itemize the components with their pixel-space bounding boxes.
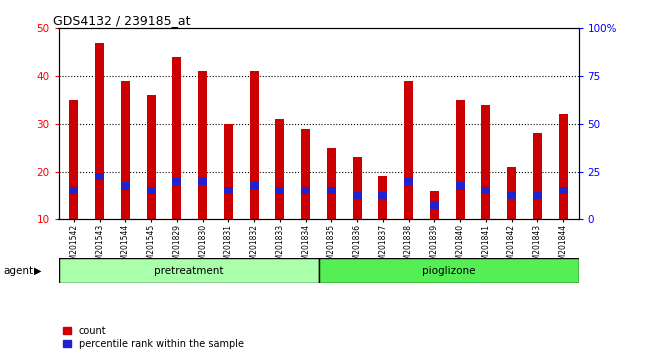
Bar: [250, 182, 259, 190]
Bar: [224, 124, 233, 219]
Bar: [507, 192, 516, 199]
Bar: [276, 187, 285, 194]
Bar: [533, 192, 542, 199]
Bar: [70, 100, 79, 219]
Bar: [430, 201, 439, 209]
Bar: [327, 148, 336, 219]
Bar: [301, 129, 310, 219]
Bar: [456, 182, 465, 190]
Bar: [301, 187, 310, 194]
Bar: [533, 133, 542, 219]
Text: pioglizone: pioglizone: [422, 266, 475, 276]
Bar: [507, 167, 516, 219]
Bar: [224, 187, 233, 194]
Bar: [198, 178, 207, 185]
Text: ▶: ▶: [34, 266, 42, 276]
Bar: [378, 192, 387, 199]
Bar: [147, 187, 156, 194]
Bar: [172, 178, 181, 185]
Text: agent: agent: [3, 266, 33, 276]
Bar: [70, 187, 79, 194]
Bar: [558, 114, 567, 219]
Bar: [404, 81, 413, 219]
Bar: [327, 187, 336, 194]
Bar: [430, 191, 439, 219]
Bar: [404, 178, 413, 185]
Bar: [481, 105, 490, 219]
Bar: [198, 72, 207, 219]
Legend: count, percentile rank within the sample: count, percentile rank within the sample: [63, 326, 244, 349]
Bar: [147, 95, 156, 219]
Bar: [121, 81, 130, 219]
Bar: [250, 72, 259, 219]
Bar: [481, 187, 490, 194]
Bar: [318, 258, 578, 283]
Text: GDS4132 / 239185_at: GDS4132 / 239185_at: [53, 14, 191, 27]
Bar: [95, 42, 104, 219]
Bar: [378, 176, 387, 219]
Text: pretreatment: pretreatment: [154, 266, 223, 276]
Bar: [121, 182, 130, 190]
Bar: [276, 119, 285, 219]
Bar: [558, 187, 567, 194]
Bar: [95, 173, 104, 180]
Bar: [456, 100, 465, 219]
Bar: [352, 157, 361, 219]
Bar: [172, 57, 181, 219]
Bar: [352, 192, 361, 199]
Bar: [58, 258, 318, 283]
